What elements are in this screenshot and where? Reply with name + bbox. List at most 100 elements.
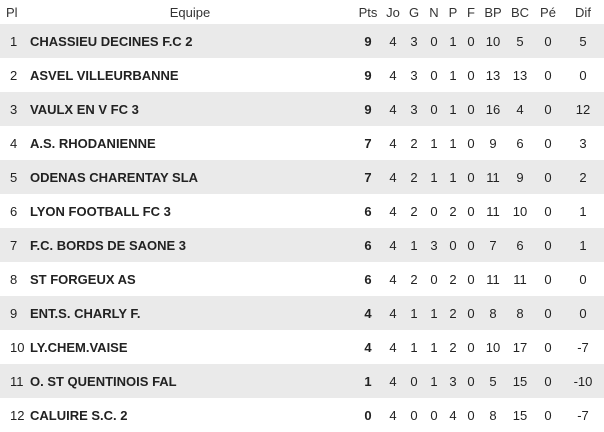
goal-diff-cell: 1 — [562, 228, 604, 262]
table-row: 4 A.S. RHODANIENNE 7 4 2 1 1 0 9 6 0 3 — [0, 126, 604, 160]
goals-for-cell: 13 — [480, 58, 506, 92]
penalty-cell: 0 — [534, 228, 562, 262]
points-cell: 0 — [354, 398, 382, 432]
rank-cell: 10 — [0, 330, 26, 364]
goals-for-cell: 10 — [480, 330, 506, 364]
rank-cell: 5 — [0, 160, 26, 194]
played-cell: 4 — [382, 126, 404, 160]
forfeit-cell: 0 — [462, 194, 480, 228]
goal-diff-cell: -7 — [562, 330, 604, 364]
rank-cell: 1 — [0, 24, 26, 58]
header-team: Equipe — [169, 4, 211, 20]
goals-for-cell: 8 — [480, 398, 506, 432]
goals-against-cell: 11 — [506, 262, 534, 296]
rank-cell: 2 — [0, 58, 26, 92]
team-name: CALUIRE S.C. 2 — [26, 398, 354, 432]
team-name: ENT.S. CHARLY F. — [26, 296, 354, 330]
penalty-cell: 0 — [534, 364, 562, 398]
played-cell: 4 — [382, 228, 404, 262]
forfeit-cell: 0 — [462, 24, 480, 58]
rank-cell: 6 — [0, 194, 26, 228]
header-dif: Dif — [575, 4, 591, 20]
goal-diff-cell: 2 — [562, 160, 604, 194]
team-name: A.S. RHODANIENNE — [26, 126, 354, 160]
won-cell: 0 — [404, 364, 424, 398]
goals-against-cell: 15 — [506, 398, 534, 432]
played-cell: 4 — [382, 92, 404, 126]
rank-cell: 8 — [0, 262, 26, 296]
won-cell: 1 — [404, 296, 424, 330]
team-name: VAULX EN V FC 3 — [26, 92, 354, 126]
team-name: O. ST QUENTINOIS FAL — [26, 364, 354, 398]
goals-for-cell: 11 — [480, 194, 506, 228]
forfeit-cell: 0 — [462, 296, 480, 330]
goals-for-cell: 5 — [480, 364, 506, 398]
penalty-cell: 0 — [534, 194, 562, 228]
rank-cell: 12 — [0, 398, 26, 432]
goals-for-cell: 9 — [480, 126, 506, 160]
drawn-cell: 0 — [424, 194, 444, 228]
points-cell: 6 — [354, 262, 382, 296]
forfeit-cell: 0 — [462, 92, 480, 126]
goal-diff-cell: 0 — [562, 296, 604, 330]
penalty-cell: 0 — [534, 330, 562, 364]
rank-cell: 11 — [0, 364, 26, 398]
header-n: N — [429, 4, 439, 20]
penalty-cell: 0 — [534, 296, 562, 330]
drawn-cell: 1 — [424, 364, 444, 398]
rank-cell: 7 — [0, 228, 26, 262]
penalty-cell: 0 — [534, 126, 562, 160]
forfeit-cell: 0 — [462, 228, 480, 262]
won-cell: 1 — [404, 228, 424, 262]
header-row: Pl Equipe Pts Jo G N P F BP BC Pé Dif — [0, 0, 604, 24]
points-cell: 7 — [354, 126, 382, 160]
lost-cell: 0 — [444, 228, 462, 262]
drawn-cell: 1 — [424, 330, 444, 364]
header-jo: Jo — [386, 4, 400, 20]
goals-against-cell: 6 — [506, 228, 534, 262]
team-name: F.C. BORDS DE SAONE 3 — [26, 228, 354, 262]
drawn-cell: 0 — [424, 398, 444, 432]
won-cell: 2 — [404, 262, 424, 296]
points-cell: 4 — [354, 296, 382, 330]
goal-diff-cell: 12 — [562, 92, 604, 126]
penalty-cell: 0 — [534, 92, 562, 126]
penalty-cell: 0 — [534, 160, 562, 194]
drawn-cell: 0 — [424, 58, 444, 92]
won-cell: 3 — [404, 92, 424, 126]
lost-cell: 3 — [444, 364, 462, 398]
header-p: P — [448, 4, 458, 20]
goals-for-cell: 7 — [480, 228, 506, 262]
lost-cell: 2 — [444, 194, 462, 228]
team-name: ODENAS CHARENTAY SLA — [26, 160, 354, 194]
table-row: 6 LYON FOOTBALL FC 3 6 4 2 0 2 0 11 10 0 1 — [0, 194, 604, 228]
goals-for-cell: 8 — [480, 296, 506, 330]
won-cell: 3 — [404, 24, 424, 58]
forfeit-cell: 0 — [462, 364, 480, 398]
won-cell: 1 — [404, 330, 424, 364]
goal-diff-cell: -7 — [562, 398, 604, 432]
goals-against-cell: 15 — [506, 364, 534, 398]
lost-cell: 1 — [444, 24, 462, 58]
goals-against-cell: 5 — [506, 24, 534, 58]
won-cell: 2 — [404, 126, 424, 160]
drawn-cell: 0 — [424, 92, 444, 126]
drawn-cell: 1 — [424, 126, 444, 160]
lost-cell: 1 — [444, 160, 462, 194]
won-cell: 2 — [404, 160, 424, 194]
goals-for-cell: 16 — [480, 92, 506, 126]
table-row: 8 ST FORGEUX AS 6 4 2 0 2 0 11 11 0 0 — [0, 262, 604, 296]
points-cell: 9 — [354, 24, 382, 58]
goals-against-cell: 4 — [506, 92, 534, 126]
points-cell: 6 — [354, 194, 382, 228]
header-bp: BP — [484, 4, 502, 20]
header-pl: Pl — [6, 4, 18, 20]
played-cell: 4 — [382, 330, 404, 364]
forfeit-cell: 0 — [462, 330, 480, 364]
rank-cell: 3 — [0, 92, 26, 126]
goal-diff-cell: 5 — [562, 24, 604, 58]
goal-diff-cell: 1 — [562, 194, 604, 228]
lost-cell: 1 — [444, 126, 462, 160]
